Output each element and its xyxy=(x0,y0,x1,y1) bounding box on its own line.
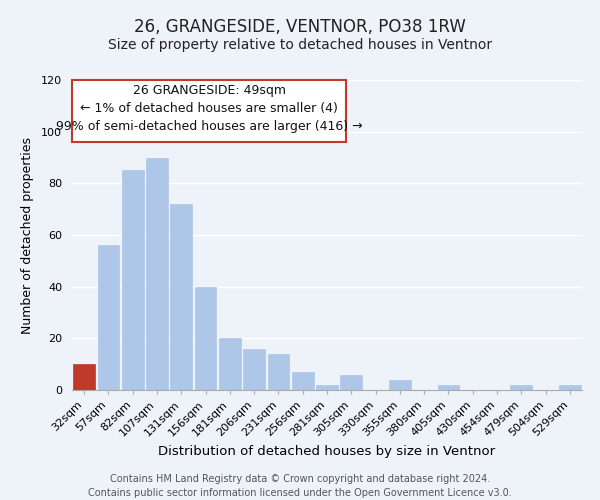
Bar xyxy=(122,170,143,390)
Bar xyxy=(389,380,411,390)
Bar xyxy=(316,385,338,390)
Bar xyxy=(292,372,314,390)
Bar xyxy=(194,286,217,390)
Bar xyxy=(340,374,362,390)
Y-axis label: Number of detached properties: Number of detached properties xyxy=(21,136,34,334)
Bar xyxy=(73,364,95,390)
Text: 26, GRANGESIDE, VENTNOR, PO38 1RW: 26, GRANGESIDE, VENTNOR, PO38 1RW xyxy=(134,18,466,36)
Bar xyxy=(243,348,265,390)
Bar xyxy=(219,338,241,390)
Text: Contains HM Land Registry data © Crown copyright and database right 2024.
Contai: Contains HM Land Registry data © Crown c… xyxy=(88,474,512,498)
Text: 26 GRANGESIDE: 49sqm
← 1% of detached houses are smaller (4)
99% of semi-detache: 26 GRANGESIDE: 49sqm ← 1% of detached ho… xyxy=(56,84,362,133)
Bar xyxy=(97,246,119,390)
FancyBboxPatch shape xyxy=(72,80,346,142)
Text: Size of property relative to detached houses in Ventnor: Size of property relative to detached ho… xyxy=(108,38,492,52)
Bar xyxy=(511,385,532,390)
Bar xyxy=(437,385,460,390)
Bar xyxy=(146,158,168,390)
Bar xyxy=(268,354,289,390)
Bar xyxy=(559,385,581,390)
X-axis label: Distribution of detached houses by size in Ventnor: Distribution of detached houses by size … xyxy=(158,445,496,458)
Bar xyxy=(170,204,192,390)
